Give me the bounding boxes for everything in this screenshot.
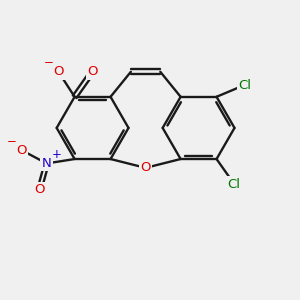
Text: N: N [42,157,52,170]
Text: Cl: Cl [228,178,241,190]
Text: O: O [53,65,64,78]
Text: −: − [6,135,16,148]
Text: Cl: Cl [238,79,251,92]
Text: −: − [44,56,54,69]
Text: O: O [87,65,98,78]
Text: O: O [34,183,44,196]
Text: O: O [16,144,27,157]
Text: O: O [140,161,151,174]
Text: +: + [52,148,62,161]
